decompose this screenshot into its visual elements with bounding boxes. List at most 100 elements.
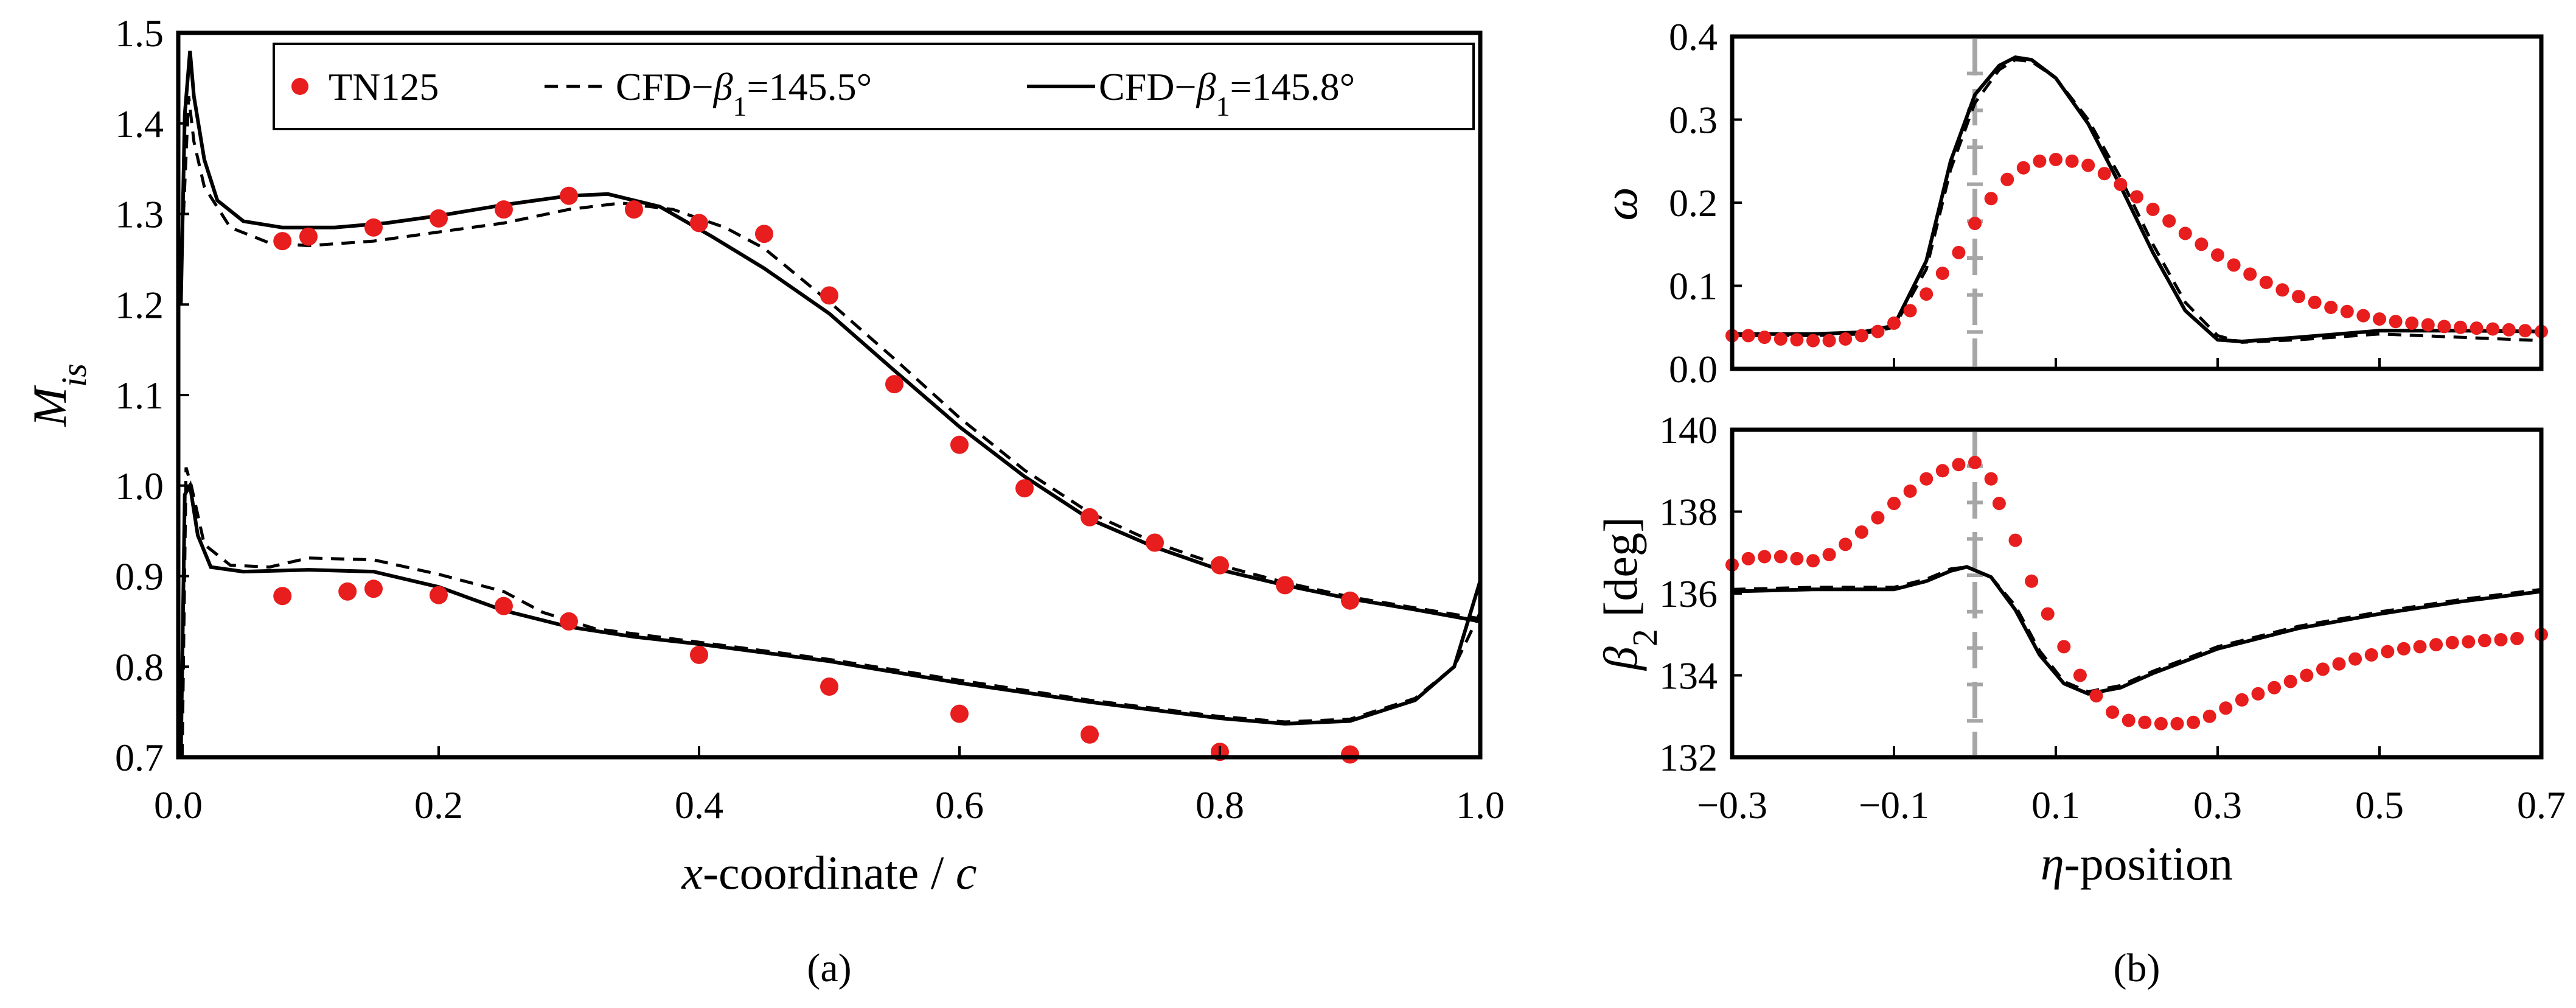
data-point xyxy=(2275,283,2289,297)
data-point xyxy=(2202,709,2216,723)
data-point xyxy=(2122,713,2136,727)
data-point xyxy=(1146,533,1164,552)
data-point xyxy=(2381,645,2395,659)
data-point xyxy=(1211,556,1229,575)
x-tick-label: 1.0 xyxy=(1456,783,1505,827)
panel-b-caption: (b) xyxy=(2114,946,2160,990)
data-point xyxy=(430,586,448,604)
data-point xyxy=(2081,158,2095,172)
data-point xyxy=(364,579,383,598)
data-point xyxy=(1758,331,1772,345)
data-point xyxy=(1920,287,1934,301)
data-point xyxy=(1984,192,1998,206)
x-tick-label: 0.5 xyxy=(2355,783,2404,827)
data-point xyxy=(2316,662,2330,676)
y-tick-label: 0.4 xyxy=(1669,15,1718,58)
x-tick-label: 0.1 xyxy=(2031,783,2080,827)
x-tick-label: 0.4 xyxy=(675,783,723,827)
panel-b-x-label-rest: -position xyxy=(2064,837,2233,890)
panel-b-top: 0.0 0.1 0.2 0.3 0.4 ω xyxy=(1594,15,2548,391)
panel-a-x-label-c: c xyxy=(956,846,977,899)
data-point xyxy=(2114,178,2128,191)
x-tick-label: −0.1 xyxy=(1859,783,1929,827)
data-point xyxy=(495,597,513,615)
data-point xyxy=(2421,318,2435,332)
panel-b-bottom-y-label: β2 [deg] xyxy=(1594,517,1665,671)
data-point xyxy=(2243,267,2257,281)
y-tick-label: 0.1 xyxy=(1669,265,1718,308)
data-point xyxy=(1935,267,1949,280)
data-point xyxy=(690,214,708,233)
data-point xyxy=(1341,745,1359,764)
data-point xyxy=(1790,333,1804,347)
data-point xyxy=(2000,172,2014,186)
data-point xyxy=(2130,190,2143,204)
data-point xyxy=(2016,161,2030,175)
data-point xyxy=(2146,202,2160,216)
data-point xyxy=(1341,591,1359,610)
data-point xyxy=(1741,551,1755,565)
data-point xyxy=(2259,276,2273,289)
y-tick-label: 0.9 xyxy=(115,555,164,598)
data-point xyxy=(2405,316,2419,330)
data-point xyxy=(1952,458,1966,472)
data-point xyxy=(560,186,578,205)
data-point xyxy=(2049,153,2063,166)
data-point xyxy=(755,225,773,243)
data-point xyxy=(2340,304,2354,318)
data-point xyxy=(1854,329,1868,343)
data-point xyxy=(1992,497,2006,511)
panel-b-top-y-label: ω xyxy=(1594,187,1647,220)
data-point xyxy=(2445,635,2459,649)
data-point xyxy=(2348,652,2362,666)
data-point xyxy=(2462,635,2476,649)
data-point xyxy=(950,435,969,454)
x-tick-label: 0.7 xyxy=(2517,783,2566,827)
data-point xyxy=(1839,332,1853,346)
data-point xyxy=(2097,167,2111,181)
panel-a-frame xyxy=(176,30,1483,760)
data-point xyxy=(2065,154,2079,168)
data-point xyxy=(2356,309,2370,323)
data-point xyxy=(2332,657,2346,671)
data-point xyxy=(950,704,969,723)
series-line xyxy=(182,96,1481,620)
panel-b-bottom-y-ticks: 132 134 136 138 140 xyxy=(1659,408,1742,779)
data-point xyxy=(2429,638,2443,652)
panel-a-x-label-var: x xyxy=(681,846,703,899)
data-point xyxy=(2397,642,2411,656)
panel-a-legend: TN125 CFD−β1=145.5° CFD−β1=145.8° xyxy=(273,43,1475,130)
data-point xyxy=(2154,716,2168,730)
data-point xyxy=(2025,574,2039,588)
x-tick-label: 0.0 xyxy=(154,783,203,827)
data-point xyxy=(1903,304,1917,318)
data-point xyxy=(2486,322,2500,336)
data-point xyxy=(2162,214,2176,228)
legend-cfd1-beta: β xyxy=(712,65,733,108)
data-point xyxy=(1854,525,1868,539)
panel-a-x-label: x-coordinate / c xyxy=(681,846,976,899)
legend-cfd2-value: =145.8° xyxy=(1230,65,1355,108)
legend-exp-label: TN125 xyxy=(329,65,439,108)
data-point xyxy=(820,677,838,696)
data-point xyxy=(273,587,292,606)
data-point xyxy=(1952,245,1966,259)
legend-box xyxy=(273,43,1475,130)
data-point xyxy=(1822,334,1836,348)
data-point xyxy=(1741,329,1755,343)
data-point xyxy=(1968,455,1982,469)
y-tick-label: 1.1 xyxy=(115,374,164,417)
legend-cfd2-sub: 1 xyxy=(1216,91,1230,122)
data-point xyxy=(885,375,903,394)
data-point xyxy=(2292,290,2305,304)
y-tick-label: 1.5 xyxy=(115,12,164,55)
panel-a-y-ticks: 0.7 0.8 0.9 1.0 1.1 1.2 1.3 1.4 1.5 xyxy=(115,12,189,779)
data-point xyxy=(2373,312,2386,326)
y-tick-label: 0.0 xyxy=(1669,348,1718,391)
panel-a-caption: (a) xyxy=(807,946,851,990)
data-point xyxy=(2089,689,2103,703)
panel-b-bottom-plot-area xyxy=(1725,432,2548,755)
data-point xyxy=(1758,550,1772,564)
series-line xyxy=(1732,565,2542,693)
data-point xyxy=(364,218,383,237)
